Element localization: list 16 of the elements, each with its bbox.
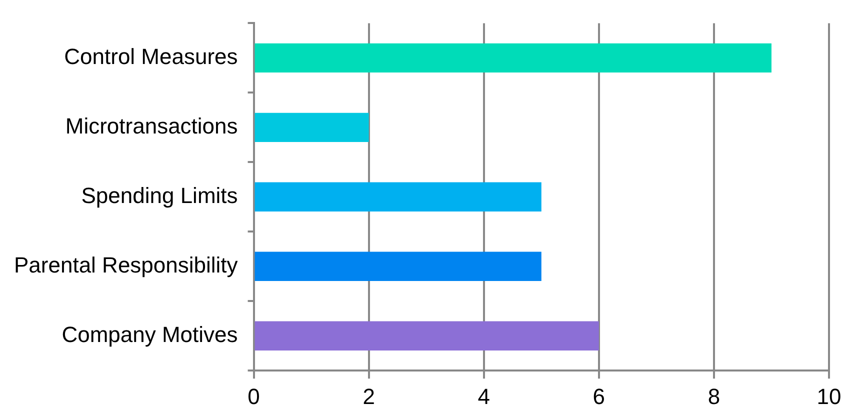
- bar: [254, 321, 599, 350]
- x-tick-label: 4: [478, 384, 490, 409]
- bar: [254, 252, 542, 281]
- bar: [254, 182, 542, 212]
- bar: [254, 112, 369, 142]
- y-tick-label: Control Measures: [64, 44, 238, 69]
- y-tick-label: Spending Limits: [81, 182, 238, 208]
- y-tick-label: Parental Responsibility: [14, 252, 238, 278]
- bar: [254, 43, 772, 73]
- x-tick-label: 8: [708, 384, 720, 409]
- x-tick-label: 10: [816, 384, 842, 409]
- x-tick-label: 2: [362, 384, 375, 409]
- y-tick-label: Microtransactions: [65, 113, 238, 138]
- y-tick-label: Company Motives: [62, 322, 238, 347]
- x-tick-label: 0: [248, 384, 260, 409]
- x-tick-label: 6: [592, 384, 606, 409]
